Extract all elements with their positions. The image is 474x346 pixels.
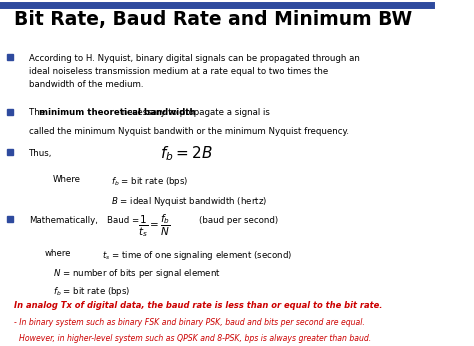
- Text: $\dfrac{1}{t_s} = \dfrac{f_b}{N}$: $\dfrac{1}{t_s} = \dfrac{f_b}{N}$: [138, 212, 171, 239]
- Text: However, in higher-level system such as QPSK and 8-PSK, bps is always greater th: However, in higher-level system such as …: [14, 334, 372, 343]
- Text: In analog Tx of digital data, the baud rate is less than or equal to the bit rat: In analog Tx of digital data, the baud r…: [14, 301, 383, 310]
- Text: $B$ = ideal Nyquist bandwidth (hertz): $B$ = ideal Nyquist bandwidth (hertz): [111, 195, 267, 208]
- Text: $N$ = number of bits per signal element: $N$ = number of bits per signal element: [53, 267, 221, 280]
- Text: (baud per second): (baud per second): [199, 216, 278, 225]
- Text: $f_b = 2B$: $f_b = 2B$: [160, 144, 213, 163]
- Text: $f_b$ = bit rate (bps): $f_b$ = bit rate (bps): [53, 285, 130, 298]
- Text: Bit Rate, Baud Rate and Minimum BW: Bit Rate, Baud Rate and Minimum BW: [14, 10, 412, 29]
- Text: The: The: [29, 108, 48, 117]
- Text: Where: Where: [53, 175, 81, 184]
- Text: $f_b$ = bit rate (bps): $f_b$ = bit rate (bps): [111, 175, 188, 188]
- Text: $t_s$ = time of one signaling element (second): $t_s$ = time of one signaling element (s…: [102, 248, 292, 262]
- Text: - In binary system such as binary FSK and binary PSK, baud and bits per second a: - In binary system such as binary FSK an…: [14, 318, 365, 327]
- Text: Mathematically,: Mathematically,: [29, 216, 98, 225]
- Text: Baud =: Baud =: [107, 216, 142, 225]
- Text: called the minimum Nyquist bandwith or the minimum Nyquist frequency.: called the minimum Nyquist bandwith or t…: [29, 127, 349, 136]
- Text: where: where: [45, 248, 71, 257]
- Text: necessary to propagate a signal is: necessary to propagate a signal is: [118, 108, 270, 117]
- Text: Thus,: Thus,: [29, 149, 53, 158]
- Text: minimum theoretical bandwidth: minimum theoretical bandwidth: [39, 108, 196, 117]
- Text: According to H. Nyquist, binary digital signals can be propagated through an
ide: According to H. Nyquist, binary digital …: [29, 54, 360, 89]
